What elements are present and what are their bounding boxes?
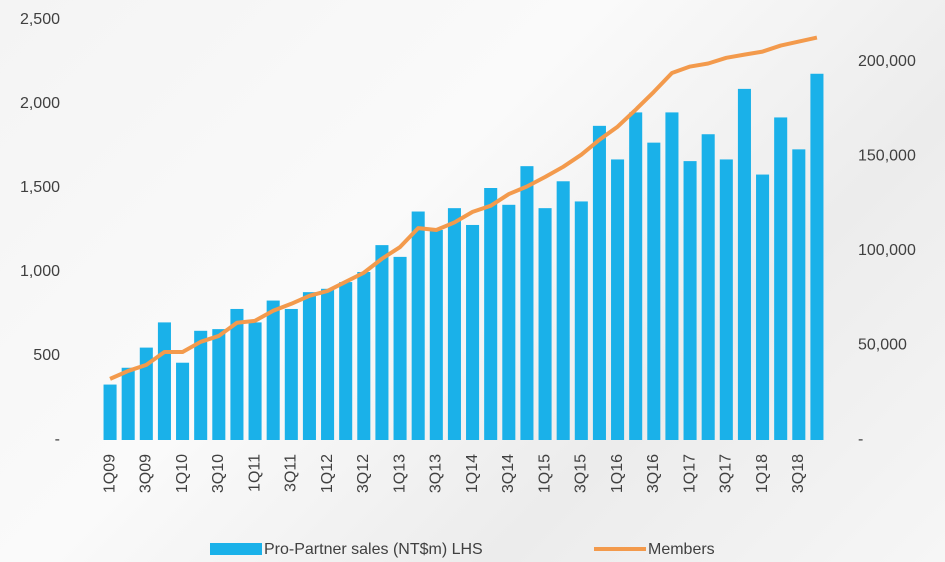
bar [302,292,316,440]
y2-tick-label: 200,000 [858,53,916,70]
line [109,35,818,381]
x-tick-label: 3Q16 [645,454,662,493]
bar [248,322,262,440]
y2-tick-label: 150,000 [858,147,916,164]
bar [447,208,461,440]
y-tick-label: 1,500 [20,179,60,196]
bar [665,112,679,441]
bar [719,159,733,440]
x-tick-label: 1Q13 [391,454,408,493]
x-tick-label: 3Q13 [428,454,445,493]
legend-swatch [210,543,262,555]
bar [375,245,389,440]
bar [139,347,153,440]
bar [810,73,824,440]
bar [466,224,480,440]
x-tick-label: 3Q15 [573,454,590,493]
x-tick-label: 1Q14 [464,454,481,493]
y2-tick-label: 100,000 [858,242,916,259]
bar [756,174,770,440]
x-tick-label: 3Q12 [355,454,372,493]
y2-tick-label: 50,000 [858,337,907,354]
bar [611,159,625,440]
bar [683,161,697,440]
bar [484,188,498,440]
x-tick-label: 1Q10 [174,454,191,493]
x-tick-label: 1Q18 [754,454,771,493]
x-tick-label: 3Q18 [790,454,807,493]
bar [176,362,190,440]
bar [411,211,425,440]
legend-label: Members [648,541,715,558]
y-tick-label: 1,000 [20,263,60,280]
x-tick-label: 3Q14 [500,454,517,493]
x-tick-label: 1Q17 [681,454,698,493]
y-tick-label: 500 [33,347,60,364]
bar [357,272,371,440]
bar [157,322,171,440]
y-tick-label: 2,500 [20,11,60,28]
x-tick-label: 3Q17 [718,454,735,493]
bar [629,112,643,441]
bar [284,308,298,440]
bar [266,300,280,440]
bar [321,288,335,440]
x-tick-label: 1Q12 [319,454,336,493]
bar [592,125,606,440]
bar [574,201,588,440]
y-tick-label: 2,000 [20,95,60,112]
x-tick-label: 3Q11 [283,454,300,492]
x-tick-label: 1Q09 [101,454,118,493]
x-tick-label: 1Q11 [246,454,263,492]
bar [701,134,715,441]
bar [502,204,516,440]
bar [520,166,534,440]
bar [538,208,552,440]
x-tick-label: 1Q16 [609,454,626,493]
y2-tick-label: - [858,431,863,448]
bar [121,367,135,440]
bar [556,181,570,440]
x-tick-label: 3Q10 [210,454,227,493]
bar [393,256,407,440]
x-tick-label: 3Q09 [138,454,155,493]
bar [774,117,788,440]
bar [339,282,353,440]
bar [103,384,117,440]
legend-label: Pro-Partner sales (NT$m) LHS [264,541,483,558]
bar [792,149,806,441]
bar [429,230,443,440]
x-tick-label: 1Q15 [536,454,553,493]
bar [194,330,208,440]
bar [647,142,661,440]
bar [737,88,751,440]
bar [212,329,226,440]
y-tick-label: - [55,431,60,448]
bar [230,308,244,440]
